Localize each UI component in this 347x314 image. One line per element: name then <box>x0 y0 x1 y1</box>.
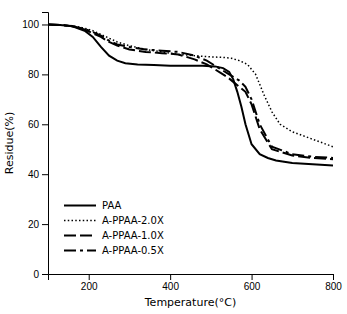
x-tick-mark <box>89 274 90 280</box>
legend-swatch <box>64 250 96 252</box>
y-tick-mark <box>42 74 48 75</box>
y-axis-title: Residue(%) <box>3 112 16 174</box>
legend-label: PAA <box>102 200 122 211</box>
y-tick-mark <box>42 224 48 225</box>
legend-label: A-PPAA-1.0X <box>102 230 164 241</box>
y-axis: 0 20 40 60 80 100 <box>22 13 48 280</box>
x-tick: 400 <box>162 274 179 292</box>
y-axis-line <box>42 13 49 275</box>
legend-item: PAA <box>64 200 122 211</box>
series-line <box>48 24 333 165</box>
legend-item: A-PPAA-1.0X <box>64 230 164 241</box>
y-tick-label: 0 <box>33 269 39 280</box>
x-tick-label: 400 <box>162 281 179 292</box>
series-line <box>48 24 333 157</box>
y-tick: 40 <box>28 169 48 180</box>
x-tick-label: 200 <box>81 281 98 292</box>
y-tick-mark <box>42 24 48 25</box>
x-axis-line <box>49 275 334 281</box>
legend-background <box>58 192 170 264</box>
legend: PAA A-PPAA-2.0X A-PPAA-1.0X A-PPAA-0.5X <box>58 192 170 264</box>
chart: 200 400 600 800 0 20 40 60 80 100 PAA A-PPAA-2.0X A-… <box>0 0 347 314</box>
lines <box>48 24 333 165</box>
y-tick-label: 60 <box>28 119 40 130</box>
x-tick: 800 <box>325 274 342 292</box>
legend-item: A-PPAA-0.5X <box>64 245 164 256</box>
x-axis: 200 400 600 800 <box>49 274 343 292</box>
x-tick: 200 <box>81 274 98 292</box>
y-tick-label: 80 <box>28 69 40 80</box>
series-line <box>48 24 333 146</box>
legend-swatch <box>64 235 96 237</box>
x-tick-label: 800 <box>325 281 342 292</box>
x-tick: 600 <box>244 274 261 292</box>
y-tick: 80 <box>28 69 48 80</box>
x-tick-label: 600 <box>244 281 261 292</box>
y-tick-label: 40 <box>28 169 40 180</box>
legend-label: A-PPAA-2.0X <box>102 215 164 226</box>
legend-label: A-PPAA-0.5X <box>102 245 164 256</box>
series-line <box>48 24 333 159</box>
y-tick-label: 20 <box>28 219 40 230</box>
x-tick-mark <box>170 274 171 280</box>
legend-swatch <box>64 205 96 207</box>
y-tick: 100 <box>22 19 48 30</box>
legend-swatch <box>64 220 96 222</box>
y-tick: 0 <box>33 269 48 280</box>
y-tick-mark <box>42 174 48 175</box>
x-tick-mark <box>252 274 253 280</box>
y-tick: 60 <box>28 119 48 130</box>
x-tick-mark <box>333 274 334 280</box>
plot: 200 400 600 800 0 20 40 60 80 100 PAA A-PPAA-2.0X A-… <box>22 13 342 293</box>
legend-item: A-PPAA-2.0X <box>64 215 164 226</box>
y-tick-mark <box>42 274 48 275</box>
y-tick: 20 <box>28 219 48 230</box>
y-tick-mark <box>42 124 48 125</box>
y-tick-label: 100 <box>22 19 39 30</box>
x-axis-title: Temperature(°C) <box>144 296 236 309</box>
